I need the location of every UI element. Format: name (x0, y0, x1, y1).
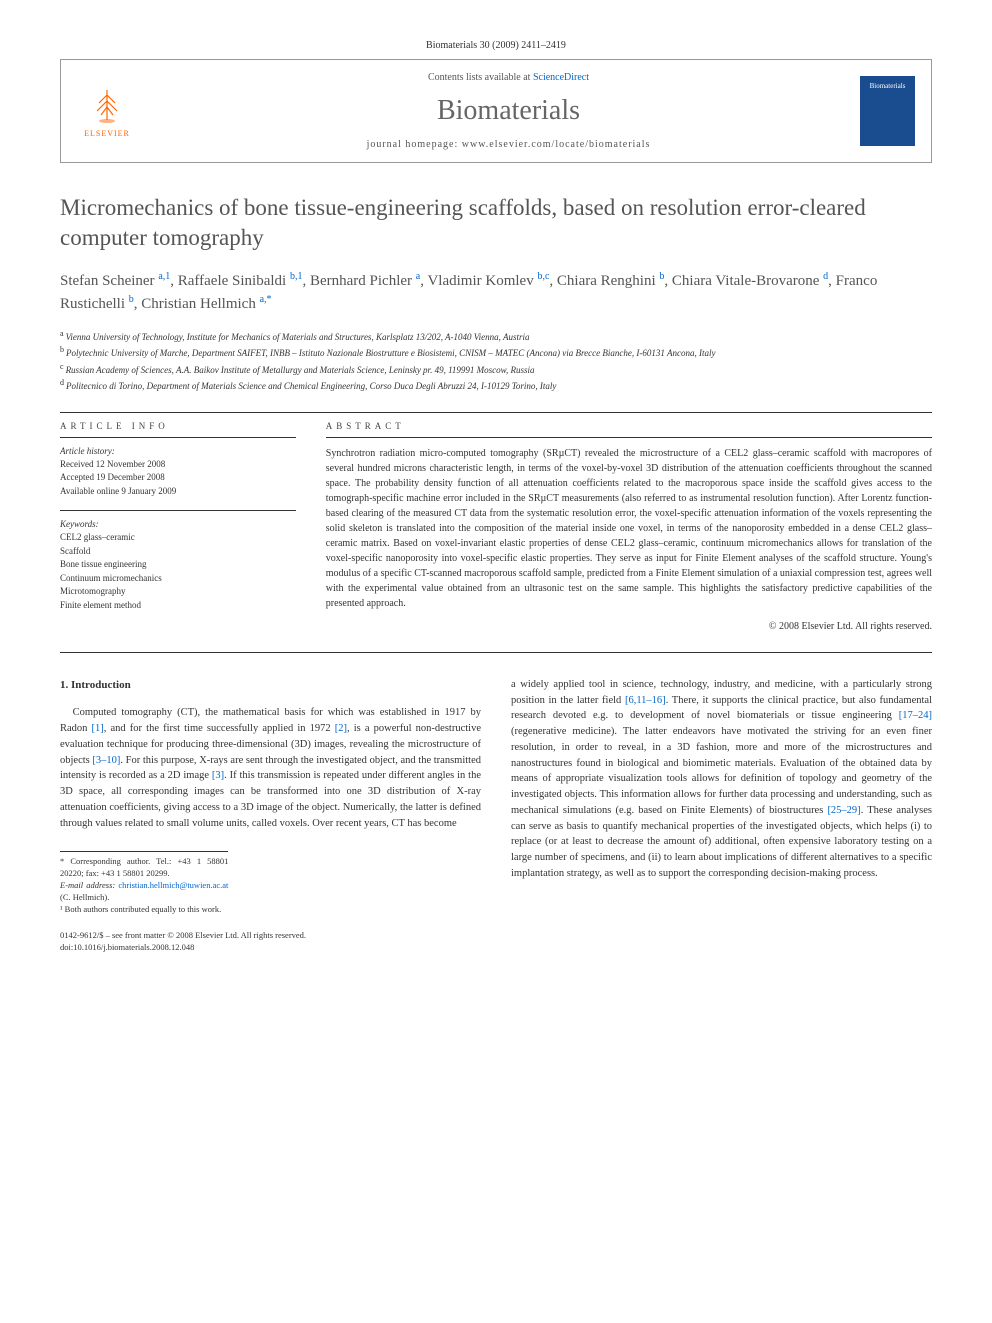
affiliation: b Polytechnic University of Marche, Depa… (60, 344, 932, 361)
received-date: Received 12 November 2008 (60, 458, 296, 472)
affiliation: d Politecnico di Torino, Department of M… (60, 377, 932, 394)
email-label: E-mail address: (60, 880, 118, 890)
author-marks: d (823, 271, 828, 282)
journal-header-box: ELSEVIER Contents lists available at Sci… (60, 59, 932, 163)
author-marks: b (129, 294, 134, 305)
section-number: 1. (60, 679, 68, 691)
history-label: Article history: (60, 446, 296, 456)
divider (60, 412, 932, 413)
footer-info: 0142-9612/$ – see front matter © 2008 El… (60, 930, 481, 954)
homepage-url[interactable]: www.elsevier.com/locate/biomaterials (462, 139, 651, 150)
divider (60, 652, 932, 653)
affiliation-mark: a (60, 329, 66, 338)
footnotes: * Corresponding author. Tel.: +43 1 5880… (60, 851, 228, 915)
author-marks: a,* (260, 294, 272, 305)
keyword: Continuum micromechanics (60, 572, 296, 586)
body-text: (regenerative medicine). The latter ende… (511, 726, 932, 816)
affiliation-mark: d (60, 378, 66, 387)
reference-link[interactable]: [2] (335, 723, 347, 734)
journal-cover-thumbnail: Biomaterials (860, 76, 915, 146)
body-paragraph: a widely applied tool in science, techno… (511, 677, 932, 882)
keyword: Finite element method (60, 599, 296, 613)
abstract-column: ABSTRACT Synchrotron radiation micro-com… (326, 421, 932, 632)
author: Bernhard Pichler a (310, 273, 420, 289)
author-marks: a (416, 271, 420, 282)
affiliation-mark: b (60, 345, 66, 354)
info-abstract-row: ARTICLE INFO Article history: Received 1… (60, 421, 932, 632)
info-divider (60, 510, 296, 511)
article-info-column: ARTICLE INFO Article history: Received 1… (60, 421, 296, 632)
corresponding-author-note: * Corresponding author. Tel.: +43 1 5880… (60, 856, 228, 880)
body-right-column: a widely applied tool in science, techno… (511, 677, 932, 954)
keywords-list: CEL2 glass–ceramicScaffoldBone tissue en… (60, 531, 296, 612)
keyword: CEL2 glass–ceramic (60, 531, 296, 545)
reference-link[interactable]: [3–10] (92, 755, 120, 766)
journal-citation: Biomaterials 30 (2009) 2411–2419 (60, 40, 932, 51)
abstract-header: ABSTRACT (326, 421, 932, 431)
keywords-label: Keywords: (60, 519, 296, 529)
author-marks: b (659, 271, 664, 282)
reference-link[interactable]: [3] (212, 770, 224, 781)
abstract-text: Synchrotron radiation micro-computed tom… (326, 446, 932, 611)
journal-name: Biomaterials (157, 95, 860, 127)
contents-prefix: Contents lists available at (428, 72, 533, 83)
author-marks: b,1 (290, 271, 303, 282)
reference-link[interactable]: [25–29] (827, 805, 860, 816)
homepage-prefix: journal homepage: (367, 139, 462, 150)
author-marks: b,c (537, 271, 549, 282)
article-title: Micromechanics of bone tissue-engineerin… (60, 193, 932, 253)
email-suffix: (C. Hellmich). (60, 892, 109, 902)
author-marks: a,1 (158, 271, 170, 282)
body-paragraph: Computed tomography (CT), the mathematic… (60, 705, 481, 831)
issn-copyright: 0142-9612/$ – see front matter © 2008 El… (60, 930, 481, 942)
body-text: , and for the first time successfully ap… (104, 723, 335, 734)
elsevier-logo: ELSEVIER (77, 76, 137, 146)
sciencedirect-link[interactable]: ScienceDirect (533, 72, 589, 83)
keyword: Microtomography (60, 585, 296, 599)
authors-list: Stefan Scheiner a,1, Raffaele Sinibaldi … (60, 269, 932, 316)
elsevier-tree-icon (87, 85, 127, 125)
author: Raffaele Sinibaldi b,1 (178, 273, 303, 289)
journal-homepage: journal homepage: www.elsevier.com/locat… (157, 139, 860, 150)
affiliation: c Russian Academy of Sciences, A.A. Baik… (60, 361, 932, 378)
author: Stefan Scheiner a,1 (60, 273, 170, 289)
section-title: Introduction (71, 679, 131, 691)
reference-link[interactable]: [6,11–16] (625, 695, 666, 706)
email-line: E-mail address: christian.hellmich@tuwie… (60, 880, 228, 904)
body-left-column: 1. Introduction Computed tomography (CT)… (60, 677, 481, 954)
keyword: Bone tissue engineering (60, 558, 296, 572)
reference-link[interactable]: [17–24] (899, 710, 932, 721)
accepted-date: Accepted 19 December 2008 (60, 471, 296, 485)
article-info-header: ARTICLE INFO (60, 421, 296, 431)
body-columns: 1. Introduction Computed tomography (CT)… (60, 677, 932, 954)
email-link[interactable]: christian.hellmich@tuwien.ac.at (118, 880, 228, 890)
author: Chiara Renghini b (557, 273, 664, 289)
section-heading: 1. Introduction (60, 677, 481, 694)
affiliations-list: a Vienna University of Technology, Insti… (60, 328, 932, 394)
equal-contribution-note: ¹ Both authors contributed equally to th… (60, 904, 228, 916)
online-date: Available online 9 January 2009 (60, 485, 296, 499)
contents-available: Contents lists available at ScienceDirec… (157, 72, 860, 83)
author: Vladimir Komlev b,c (427, 273, 549, 289)
doi: doi:10.1016/j.biomaterials.2008.12.048 (60, 942, 481, 954)
reference-link[interactable]: [1] (92, 723, 104, 734)
affiliation: a Vienna University of Technology, Insti… (60, 328, 932, 345)
abstract-copyright: © 2008 Elsevier Ltd. All rights reserved… (326, 621, 932, 632)
header-center: Contents lists available at ScienceDirec… (157, 72, 860, 150)
keyword: Scaffold (60, 545, 296, 559)
cover-label: Biomaterials (870, 82, 906, 90)
abstract-divider (326, 437, 932, 438)
elsevier-name: ELSEVIER (84, 129, 130, 138)
author: Chiara Vitale-Brovarone d (672, 273, 828, 289)
info-divider (60, 437, 296, 438)
author: Christian Hellmich a,* (141, 296, 271, 312)
affiliation-mark: c (60, 362, 66, 371)
